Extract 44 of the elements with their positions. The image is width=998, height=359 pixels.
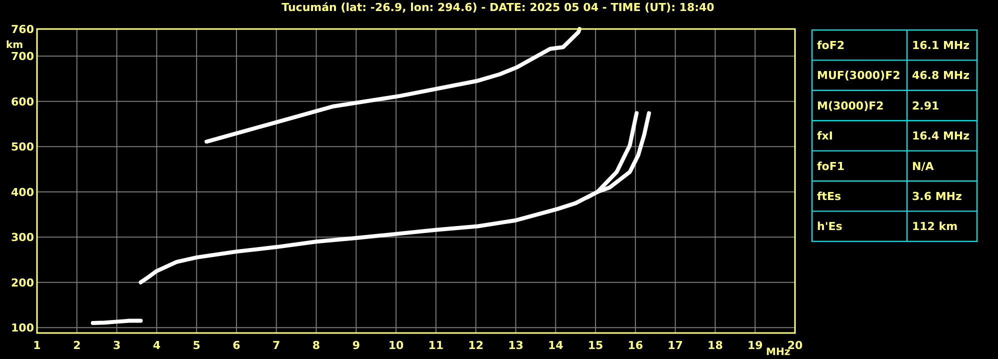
text: ftEs xyxy=(817,190,842,203)
x-tick-label: 5 xyxy=(192,339,200,352)
y-tick-label: 400 xyxy=(11,186,34,199)
y-axis-title: km xyxy=(6,40,24,51)
x-tick-label: 1 xyxy=(33,339,41,352)
y-tick-label: 200 xyxy=(11,276,34,290)
y-tick-label: 600 xyxy=(11,95,34,108)
chart-title: Tucumán (lat: -26.9, lon: 294.6) - DATE: 2025 05 04 - TIME (UT): 18:40 xyxy=(282,1,715,14)
text: M(3000)F2 xyxy=(817,99,884,112)
x-tick-label: 8 xyxy=(312,339,320,352)
y-tick-label: 500 xyxy=(11,140,34,154)
y-tick-label: 100 xyxy=(11,322,34,335)
x-tick-label: 10 xyxy=(388,339,404,352)
text: fxI xyxy=(817,130,833,143)
text: 2.91 xyxy=(912,99,940,112)
y-tick-label: 760 xyxy=(11,23,34,36)
x-tick-label: 18 xyxy=(708,339,723,352)
text: foF1 xyxy=(817,160,845,173)
x-tick-label: 6 xyxy=(232,339,241,352)
x-tick-label: 11 xyxy=(428,339,444,352)
text: 46.8 MHz xyxy=(912,69,970,82)
x-tick-label: 16 xyxy=(628,339,644,352)
text: 16.1 MHz xyxy=(912,39,970,52)
text: MUF(3000)F2 xyxy=(817,69,900,82)
x-tick-label: 17 xyxy=(668,339,683,352)
x-tick-label: 3 xyxy=(112,339,121,352)
y-tick-label: 300 xyxy=(11,231,34,244)
y-tick-label: 700 xyxy=(11,50,34,64)
text: h'Es xyxy=(817,220,843,234)
x-tick-label: 15 xyxy=(588,339,604,352)
x-tick-label: 13 xyxy=(508,339,524,352)
x-tick-label: 2 xyxy=(73,339,81,352)
x-tick-label: 7 xyxy=(272,339,280,352)
text: 16.4 MHz xyxy=(912,130,970,143)
text: 3.6 MHz xyxy=(912,190,962,203)
text: 112 km xyxy=(912,220,958,234)
x-tick-label: 12 xyxy=(468,339,484,352)
x-tick-label: 4 xyxy=(152,339,161,352)
x-tick-label: 19 xyxy=(747,339,763,352)
text: foF2 xyxy=(817,39,845,52)
text: N/A xyxy=(912,160,934,173)
x-tick-label: 14 xyxy=(548,339,564,352)
x-axis-title: MHz xyxy=(766,347,790,358)
x-tick-label: 9 xyxy=(352,339,360,352)
